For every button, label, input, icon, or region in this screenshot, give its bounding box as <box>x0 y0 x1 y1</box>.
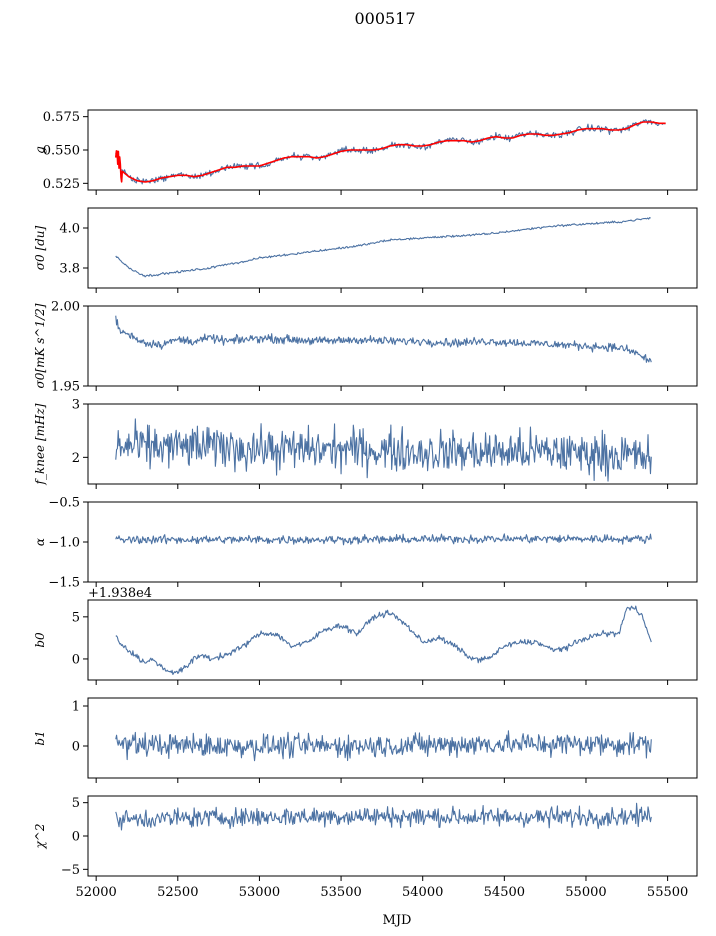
y-axis-label: σ0 [du] <box>33 225 47 270</box>
x-tick-label: 52500 <box>157 885 198 900</box>
y-tick-label: 0.525 <box>43 177 80 192</box>
figure-title: 000517 <box>354 9 415 28</box>
y-tick-label: 0.575 <box>43 110 80 125</box>
series-line-data <box>115 730 652 762</box>
subplot-1: 0.525 0.550 0.575 g <box>33 109 698 195</box>
series-line-data <box>115 418 652 482</box>
y-tick-label: 2 <box>72 451 80 466</box>
subplot-6: 0 5 +1.938e4 b0 <box>33 586 698 685</box>
series-line-data <box>115 217 651 278</box>
series-line-data <box>115 802 652 831</box>
subplot-3: 1.95 2.00 σ0[mK s^1/2] <box>33 300 698 395</box>
y-axis-label: σ0[mK s^1/2] <box>33 303 47 388</box>
y-tick-label: 2.00 <box>51 300 80 315</box>
subplot-7: 0 1 b1 <box>33 697 698 783</box>
plot-frame <box>87 207 698 289</box>
x-tick-label: 54000 <box>402 885 443 900</box>
subplot-stack: 0.525 0.550 0.575 g 3.8 4.0 σ0 [du] 1.95 2.00 σ0[… <box>33 109 698 900</box>
subplot-5: −1.5 −1.0 −0.5 α <box>33 496 698 591</box>
x-tick-label: 54500 <box>484 885 525 900</box>
y-axis-label: g <box>33 146 47 154</box>
y-tick-label: 0 <box>72 652 80 667</box>
y-tick-label: 1.95 <box>51 380 80 395</box>
y-tick-label: 1 <box>72 700 80 715</box>
subplot-4: 2 3 f_knee [mHz] <box>33 398 698 489</box>
y-axis-label: b1 <box>33 730 47 745</box>
x-tick-label: 55500 <box>647 885 688 900</box>
y-tick-label: −1.5 <box>48 576 80 591</box>
series-line-data <box>115 315 652 363</box>
y-tick-label: 0.550 <box>43 144 80 159</box>
subplot-2: 3.8 4.0 σ0 [du] <box>33 207 698 293</box>
plot-frame <box>87 697 698 779</box>
plot-frame <box>87 305 698 387</box>
x-axis-label: MJD <box>383 913 412 928</box>
y-axis-label: χ^2 <box>33 824 47 850</box>
y-axis-label: f_knee [mHz] <box>33 403 47 485</box>
y-tick-label: 3.8 <box>59 262 80 277</box>
y-tick-label: 4.0 <box>59 222 80 237</box>
y-tick-label: 5 <box>72 610 80 625</box>
plot-frame <box>87 599 698 681</box>
y-tick-label: −0.5 <box>48 496 80 511</box>
y-tick-label: −5 <box>61 863 80 878</box>
series-line-data <box>115 533 652 546</box>
y-tick-label: 5 <box>72 796 80 811</box>
y-axis-label: b0 <box>33 632 47 648</box>
series-line-data <box>115 605 652 676</box>
y-tick-label: 0 <box>72 740 80 755</box>
series-line-fit <box>114 121 666 183</box>
x-tick-label: 52000 <box>75 885 116 900</box>
plot-frame <box>87 403 698 485</box>
y-tick-label: 0 <box>72 830 80 845</box>
subplot-8: 52000 52500 53000 53500 54000 54500 55000 55500… <box>33 795 698 900</box>
y-tick-label: −1.0 <box>48 536 80 551</box>
x-tick-label: 55000 <box>565 885 606 900</box>
x-tick-label: 53000 <box>239 885 280 900</box>
y-offset-text: +1.938e4 <box>88 586 152 601</box>
y-tick-label: 3 <box>72 398 80 413</box>
y-axis-label: α <box>33 538 47 546</box>
plot-frame <box>87 109 698 191</box>
x-tick-label: 53500 <box>320 885 361 900</box>
